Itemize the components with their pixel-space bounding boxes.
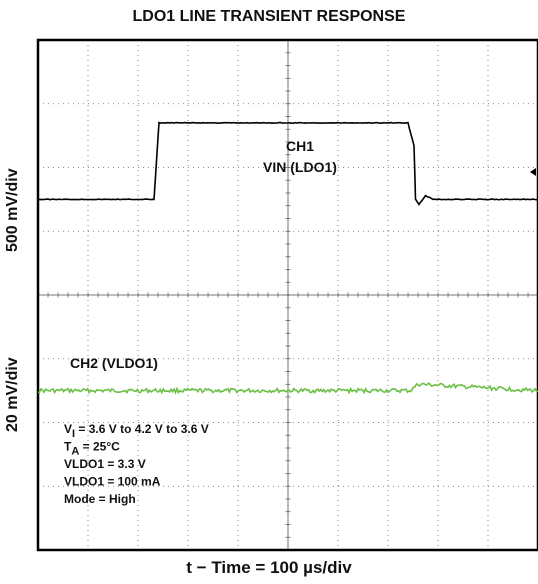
- condition-text: = 3.6 V to 4.2 V to 3.6 V: [75, 422, 209, 436]
- chart-title: LDO1 LINE TRANSIENT RESPONSE: [132, 8, 406, 25]
- trace-group: [37, 121, 538, 395]
- annotation-group: CH1 VIN (LDO1) CH2 (VLDO1): [70, 138, 536, 371]
- ch2-signal-label: CH2 (VLDO1): [70, 355, 158, 371]
- test-conditions: VI = 3.6 V to 4.2 V to 3.6 VTA = 25°CVLD…: [64, 422, 209, 506]
- condition-line: Mode = High: [64, 492, 136, 506]
- x-axis-label: t − Time = 100 µs/div: [186, 558, 352, 577]
- ch1-signal-label: VIN (LDO1): [263, 159, 337, 175]
- condition-line: VI = 3.6 V to 4.2 V to 3.6 V: [64, 422, 209, 440]
- condition-subscript: A: [71, 446, 79, 458]
- condition-line: VLDO1 = 3.3 V: [64, 457, 146, 471]
- plot-frame: [36, 38, 538, 552]
- ch2-vldo1-trace: [37, 382, 538, 395]
- plot-grid: [37, 39, 538, 551]
- condition-line: VLDO1 = 100 mA: [64, 475, 161, 489]
- condition-symbol: T: [64, 440, 72, 454]
- ch1-vin-trace: [37, 121, 538, 206]
- condition-line: TA = 25°C: [64, 440, 120, 458]
- ch1-name: CH1: [286, 138, 314, 154]
- condition-symbol: V: [64, 422, 72, 436]
- condition-subscript: I: [72, 428, 75, 440]
- ch1-offset-marker-icon: [530, 168, 536, 176]
- condition-text: = 25°C: [79, 440, 120, 454]
